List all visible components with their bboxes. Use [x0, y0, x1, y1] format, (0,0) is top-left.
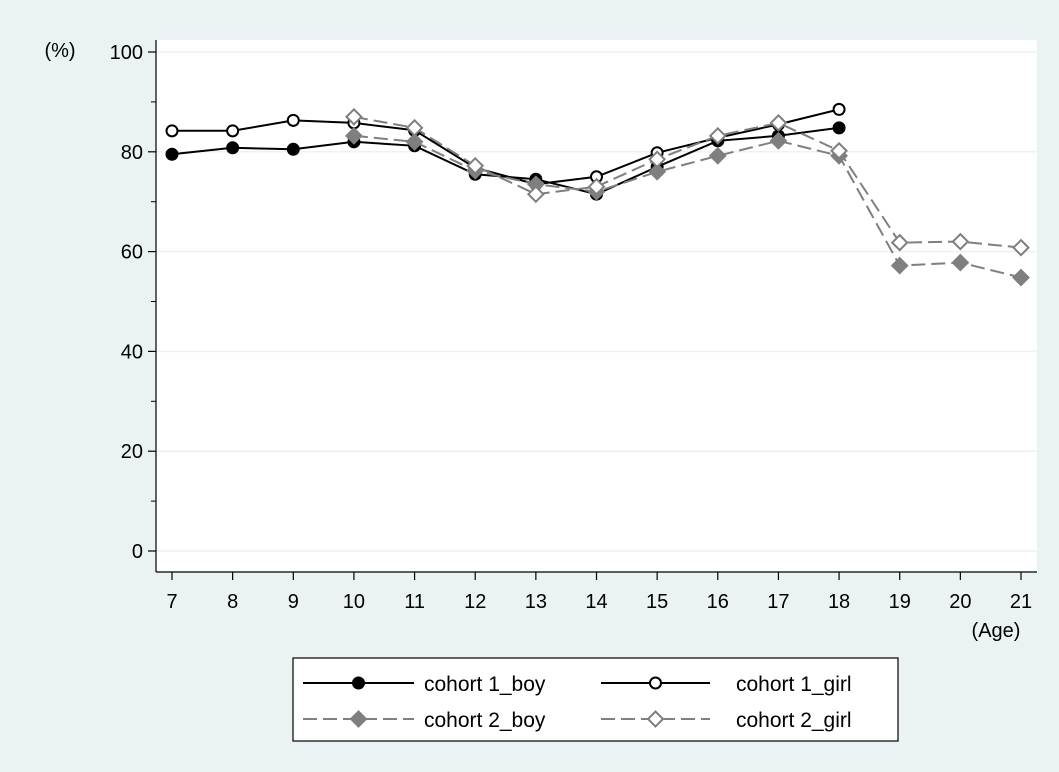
legend-item: cohort 1_girl — [601, 673, 852, 696]
y-ticks: 0 20 40 60 80 100 — [110, 42, 156, 563]
data-point — [226, 124, 240, 138]
x-tick-label: 18 — [828, 591, 850, 613]
data-point — [345, 126, 363, 145]
data-point — [832, 102, 846, 116]
x-tick-label: 11 — [404, 591, 425, 613]
series-line — [172, 108, 840, 186]
series-cohort-2-boy — [345, 126, 1030, 287]
x-tick-label: 12 — [464, 591, 486, 613]
plot-area — [156, 40, 1037, 572]
y-tick-label: 40 — [121, 341, 143, 363]
data-point — [648, 162, 667, 181]
x-tick-label: 10 — [343, 591, 365, 613]
data-point — [405, 118, 424, 137]
data-point — [1012, 238, 1030, 257]
x-tick-label: 21 — [1010, 591, 1032, 613]
data-point — [890, 233, 909, 252]
x-tick-label: 9 — [288, 591, 299, 613]
data-point — [226, 141, 240, 155]
y-tick-label: 80 — [121, 142, 143, 164]
x-tick-label: 15 — [646, 591, 668, 613]
legend-box — [292, 657, 899, 742]
grid-lines — [156, 51, 1037, 552]
legend-item: cohort 2_girl — [601, 709, 852, 732]
data-point — [769, 131, 788, 150]
data-point — [951, 232, 970, 251]
y-tick-label: 0 — [132, 541, 143, 563]
y-tick-label: 20 — [121, 441, 143, 463]
data-point — [286, 113, 300, 127]
x-tick-label: 20 — [949, 591, 971, 613]
data-point — [526, 185, 545, 204]
data-point — [951, 253, 970, 272]
legend-label: cohort 1_girl — [736, 673, 852, 696]
legend-label: cohort 2_boy — [424, 709, 546, 732]
data-point — [890, 256, 909, 275]
x-tick-label: 8 — [227, 591, 238, 613]
series-cohort-2-girl — [345, 107, 1030, 257]
series — [165, 102, 1030, 287]
x-tick-label: 13 — [525, 591, 547, 613]
x-tick-label: 14 — [585, 591, 607, 613]
data-point — [165, 124, 179, 138]
legend-item: cohort 1_boy — [303, 673, 546, 696]
data-point — [708, 146, 727, 165]
y-tick-label: 60 — [121, 242, 143, 264]
series-line — [353, 115, 1022, 249]
x-tick-label: 17 — [767, 591, 789, 613]
data-point — [466, 156, 485, 175]
legend-marker — [349, 710, 368, 728]
legend-marker — [646, 710, 665, 728]
legend-marker — [649, 676, 662, 690]
series-line — [353, 134, 1022, 279]
x-tick-label: 7 — [166, 591, 177, 613]
y-tick-label: 100 — [110, 42, 143, 64]
y-axis-label: (%) — [44, 40, 75, 62]
data-point — [1012, 268, 1030, 287]
x-tick-label: 16 — [707, 591, 729, 613]
data-point — [286, 142, 300, 156]
legend-label: cohort 2_girl — [736, 709, 852, 732]
x-axis-label: (Age) — [972, 620, 1021, 642]
data-point — [769, 113, 788, 132]
x-tick-label: 19 — [889, 591, 911, 613]
data-point — [587, 177, 606, 196]
data-point — [830, 141, 848, 160]
data-point — [165, 147, 179, 161]
data-point — [708, 126, 727, 145]
data-point — [405, 132, 424, 151]
legend-marker — [352, 676, 365, 690]
legend-label: cohort 1_boy — [424, 673, 546, 696]
x-ticks: 7 8 9 10 11 12 13 14 15 16 17 18 19 20 21 — [166, 572, 1032, 613]
data-point — [648, 150, 667, 169]
legend-item: cohort 2_boy — [303, 709, 546, 732]
data-point — [832, 121, 846, 135]
data-point — [345, 107, 363, 126]
